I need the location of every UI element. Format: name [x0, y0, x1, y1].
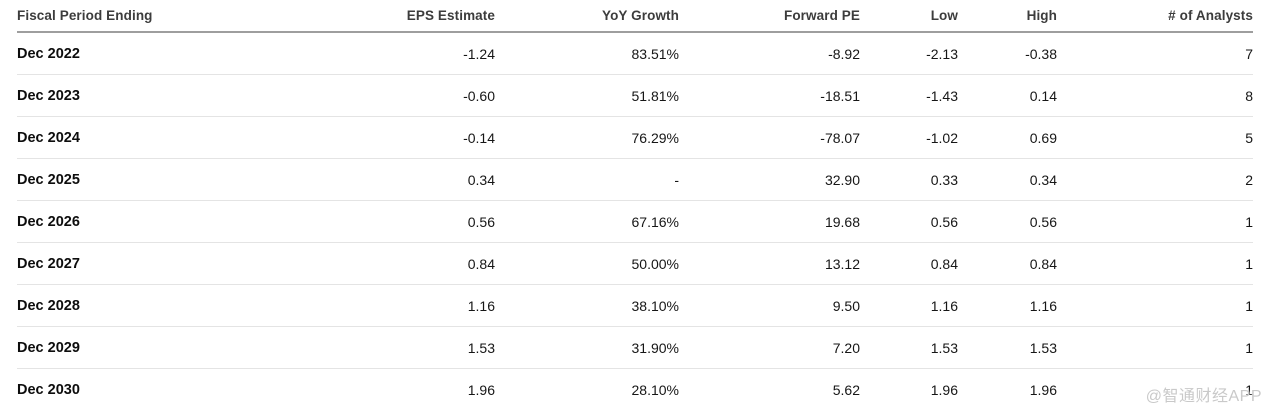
- cell-yoy-growth: 67.16%: [495, 200, 679, 243]
- cell-num-analysts: 1: [1057, 242, 1253, 285]
- table-row: Dec 2030 1.96 28.10% 5.62 1.96 1.96 1: [17, 369, 1253, 411]
- table-row: Dec 2022 -1.24 83.51% -8.92 -2.13 -0.38 …: [17, 32, 1253, 75]
- cell-num-analysts: 1: [1057, 284, 1253, 327]
- cell-high: 1.16: [958, 284, 1057, 327]
- cell-num-analysts: 1: [1245, 381, 1253, 398]
- cell-yoy-growth: 76.29%: [495, 116, 679, 159]
- table-row: Dec 2029 1.53 31.90% 7.20 1.53 1.53 1: [17, 326, 1253, 369]
- cell-num-analysts: 1: [1057, 200, 1253, 243]
- analyst-estimates-table: Fiscal Period Ending EPS Estimate YoY Gr…: [17, 0, 1253, 410]
- cell-fiscal-period: Dec 2025: [17, 158, 317, 201]
- cell-low: 1.53: [860, 326, 958, 369]
- table-header-row: Fiscal Period Ending EPS Estimate YoY Gr…: [17, 0, 1253, 33]
- cell-num-analysts: 7: [1057, 32, 1253, 75]
- cell-forward-pe: 7.20: [679, 326, 860, 369]
- cell-fiscal-period: Dec 2028: [17, 284, 317, 327]
- cell-num-analysts: 8: [1057, 74, 1253, 117]
- cell-forward-pe: 19.68: [679, 200, 860, 243]
- cell-low: -1.02: [860, 116, 958, 159]
- cell-yoy-growth: 50.00%: [495, 242, 679, 285]
- cell-forward-pe: 32.90: [679, 158, 860, 201]
- cell-forward-pe: 5.62: [832, 381, 860, 398]
- cell-low: 0.56: [860, 200, 958, 243]
- table-row: Dec 2026 0.56 67.16% 19.68 0.56 0.56 1: [17, 200, 1253, 243]
- cell-high: 0.69: [958, 116, 1057, 159]
- cell-yoy-growth: 51.81%: [495, 74, 679, 117]
- cell-yoy-growth: 38.10%: [495, 284, 679, 327]
- column-header-forward-pe: Forward PE: [679, 0, 860, 33]
- column-header-high: High: [958, 0, 1057, 33]
- cell-low: -2.13: [860, 32, 958, 75]
- cell-yoy-growth: 31.90%: [495, 326, 679, 369]
- cell-fiscal-period: Dec 2030: [17, 381, 80, 398]
- cell-yoy-growth: -: [495, 158, 679, 201]
- cell-eps-estimate: -0.14: [317, 116, 495, 159]
- cell-fiscal-period: Dec 2029: [17, 326, 317, 369]
- cell-yoy-growth: 28.10%: [631, 381, 679, 398]
- cell-high: -0.38: [958, 32, 1057, 75]
- cell-forward-pe: 13.12: [679, 242, 860, 285]
- cell-fiscal-period: Dec 2024: [17, 116, 317, 159]
- cell-forward-pe: -8.92: [679, 32, 860, 75]
- cell-fiscal-period: Dec 2022: [17, 32, 317, 75]
- cell-high: 0.84: [958, 242, 1057, 285]
- cell-yoy-growth: 83.51%: [495, 32, 679, 75]
- column-header-num-analysts: # of Analysts: [1057, 0, 1253, 33]
- cell-fiscal-period: Dec 2023: [17, 74, 317, 117]
- cell-eps-estimate: 0.84: [317, 242, 495, 285]
- watermark: @智通财经APP: [1145, 388, 1262, 405]
- table-row: Dec 2024 -0.14 76.29% -78.07 -1.02 0.69 …: [17, 116, 1253, 159]
- table-row: Dec 2023 -0.60 51.81% -18.51 -1.43 0.14 …: [17, 74, 1253, 117]
- cell-num-analysts: 2: [1057, 158, 1253, 201]
- cell-eps-estimate: 1.96: [467, 381, 495, 398]
- cell-eps-estimate: 1.53: [317, 326, 495, 369]
- column-header-fiscal-period-ending: Fiscal Period Ending: [17, 0, 317, 33]
- cell-eps-estimate: 1.16: [317, 284, 495, 327]
- cell-high: 1.96: [1029, 381, 1057, 398]
- cell-low: 1.16: [860, 284, 958, 327]
- cell-low: 0.33: [860, 158, 958, 201]
- cell-low: -1.43: [860, 74, 958, 117]
- cell-high: 0.34: [958, 158, 1057, 201]
- cell-fiscal-period: Dec 2026: [17, 200, 317, 243]
- column-header-eps-estimate: EPS Estimate: [317, 0, 495, 33]
- cell-forward-pe: -78.07: [679, 116, 860, 159]
- cell-high: 1.53: [958, 326, 1057, 369]
- cell-forward-pe: 9.50: [679, 284, 860, 327]
- cell-eps-estimate: 0.34: [317, 158, 495, 201]
- cell-num-analysts: 5: [1057, 116, 1253, 159]
- cell-eps-estimate: -0.60: [317, 74, 495, 117]
- table-row: Dec 2025 0.34 - 32.90 0.33 0.34 2: [17, 158, 1253, 201]
- cell-eps-estimate: -1.24: [317, 32, 495, 75]
- column-header-low: Low: [860, 0, 958, 33]
- table-row: Dec 2027 0.84 50.00% 13.12 0.84 0.84 1: [17, 242, 1253, 285]
- cell-high: 0.14: [958, 74, 1057, 117]
- cell-eps-estimate: 0.56: [317, 200, 495, 243]
- cell-low: 1.96: [930, 381, 958, 398]
- cell-num-analysts: 1: [1057, 326, 1253, 369]
- cell-high: 0.56: [958, 200, 1057, 243]
- analyst-estimates-table-container: Fiscal Period Ending EPS Estimate YoY Gr…: [17, 0, 1253, 410]
- cell-forward-pe: -18.51: [679, 74, 860, 117]
- cell-low: 0.84: [860, 242, 958, 285]
- table-row: Dec 2028 1.16 38.10% 9.50 1.16 1.16 1: [17, 284, 1253, 327]
- cell-fiscal-period: Dec 2027: [17, 242, 317, 285]
- column-header-yoy-growth: YoY Growth: [495, 0, 679, 33]
